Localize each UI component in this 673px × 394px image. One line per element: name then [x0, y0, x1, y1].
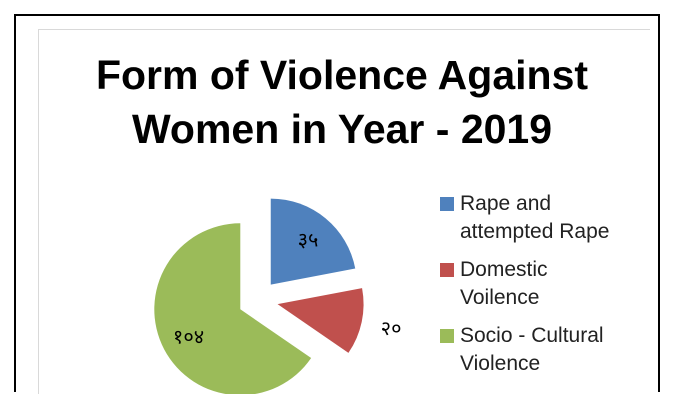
pie-slice-domestic — [278, 288, 364, 353]
legend-item-socio-cultural: Socio - Cultural Violence — [440, 322, 660, 378]
legend-swatch-socio-cultural — [440, 329, 454, 343]
data-label-socio-cultural: १०४ — [173, 325, 204, 349]
legend-label-rape-line-2: attempted Rape — [460, 218, 660, 246]
legend-label-socio-cultural-line-2: Violence — [460, 350, 660, 378]
legend-label-domestic-line-1: Domestic — [460, 256, 660, 284]
legend-swatch-rape — [440, 197, 454, 211]
data-label-rape: ३५ — [298, 228, 319, 252]
legend-item-domestic: Domestic Voilence — [440, 256, 660, 312]
chart-legend: Rape and attempted Rape Domestic Voilence So… — [440, 190, 660, 388]
legend-swatch-domestic — [440, 263, 454, 277]
legend-label-socio-cultural-line-1: Socio - Cultural — [460, 322, 660, 350]
legend-item-rape: Rape and attempted Rape — [440, 190, 660, 246]
legend-label-rape-line-1: Rape and — [460, 190, 660, 218]
legend-label-domestic-line-2: Voilence — [460, 284, 660, 312]
data-label-domestic: २० — [381, 316, 402, 340]
